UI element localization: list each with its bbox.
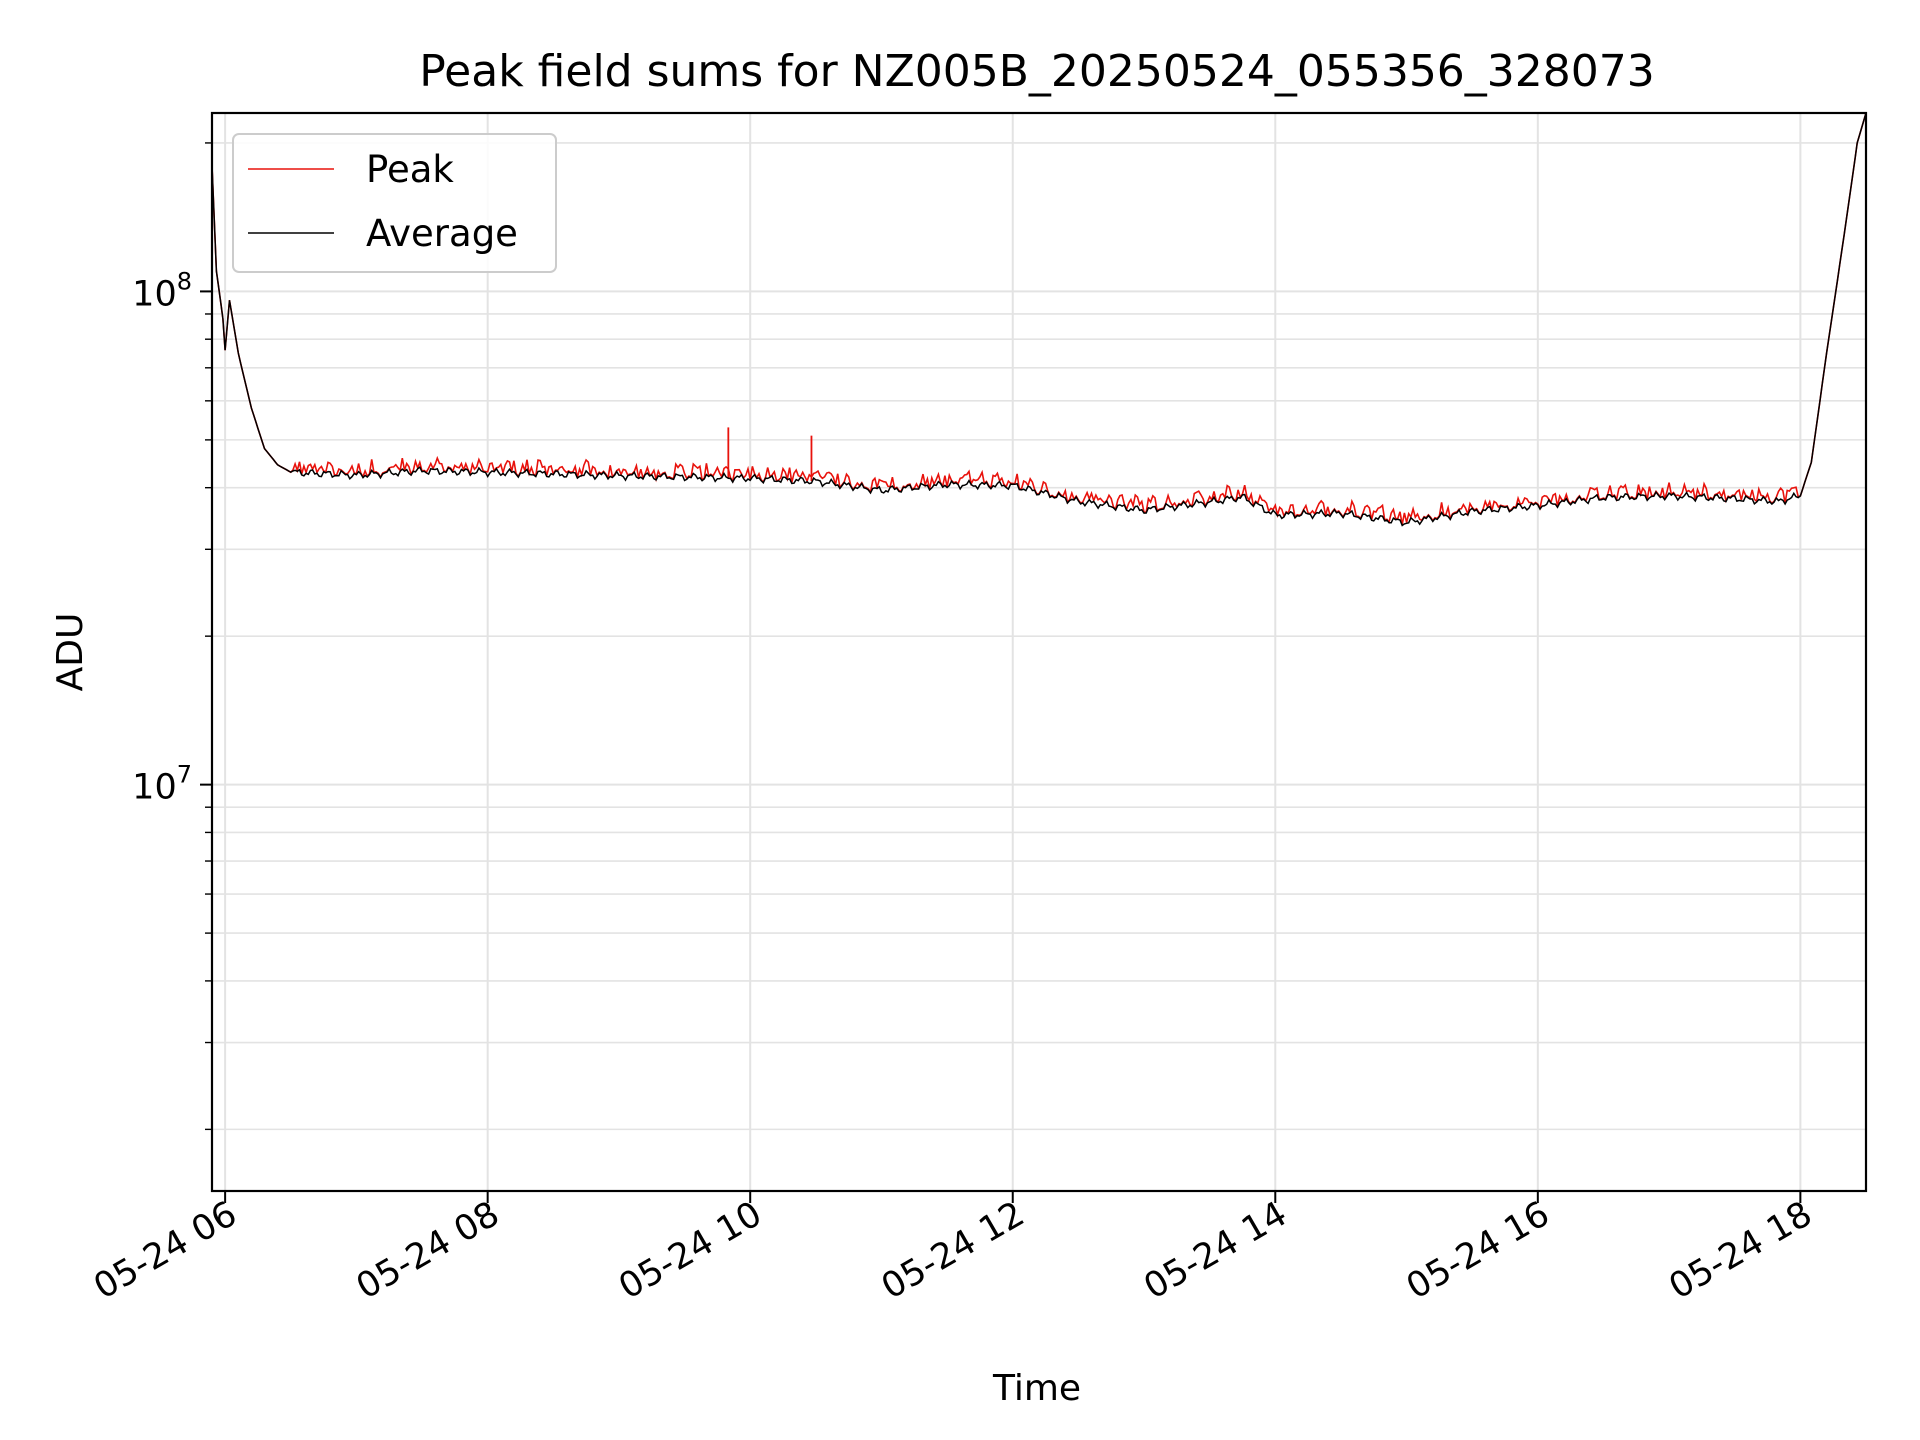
chart-title: Peak field sums for NZ005B_20250524_0553…	[419, 46, 1655, 97]
x-tick-label: 05-24 18	[1663, 1194, 1819, 1307]
grid	[212, 113, 1866, 1191]
x-tick-label: 05-24 16	[1400, 1194, 1556, 1307]
y-axis-ticks: 107 108	[132, 142, 212, 1131]
x-tick-label: 05-24 08	[350, 1194, 506, 1307]
x-tick-label: 05-24 14	[1137, 1194, 1293, 1307]
legend-label-average: Average	[366, 212, 518, 255]
x-axis-ticks: 05-24 06 05-24 08 05-24 10 05-24 12 05-24 14…	[87, 1191, 1819, 1307]
series-average-line	[211, 112, 1867, 527]
axes-frame	[210, 111, 1868, 1193]
y-axis-label: ADU	[50, 613, 91, 692]
plot-area	[211, 112, 1867, 527]
y-tick-label: 108	[132, 267, 192, 314]
legend: Peak Average	[232, 133, 557, 273]
y-tick-label: 107	[132, 761, 192, 808]
x-axis-label: Time	[992, 1368, 1081, 1409]
x-tick-label: 05-24 10	[612, 1194, 768, 1307]
legend-label-peak: Peak	[366, 148, 454, 191]
x-tick-label: 05-24 12	[875, 1194, 1031, 1307]
x-tick-label: 05-24 06	[87, 1194, 243, 1307]
